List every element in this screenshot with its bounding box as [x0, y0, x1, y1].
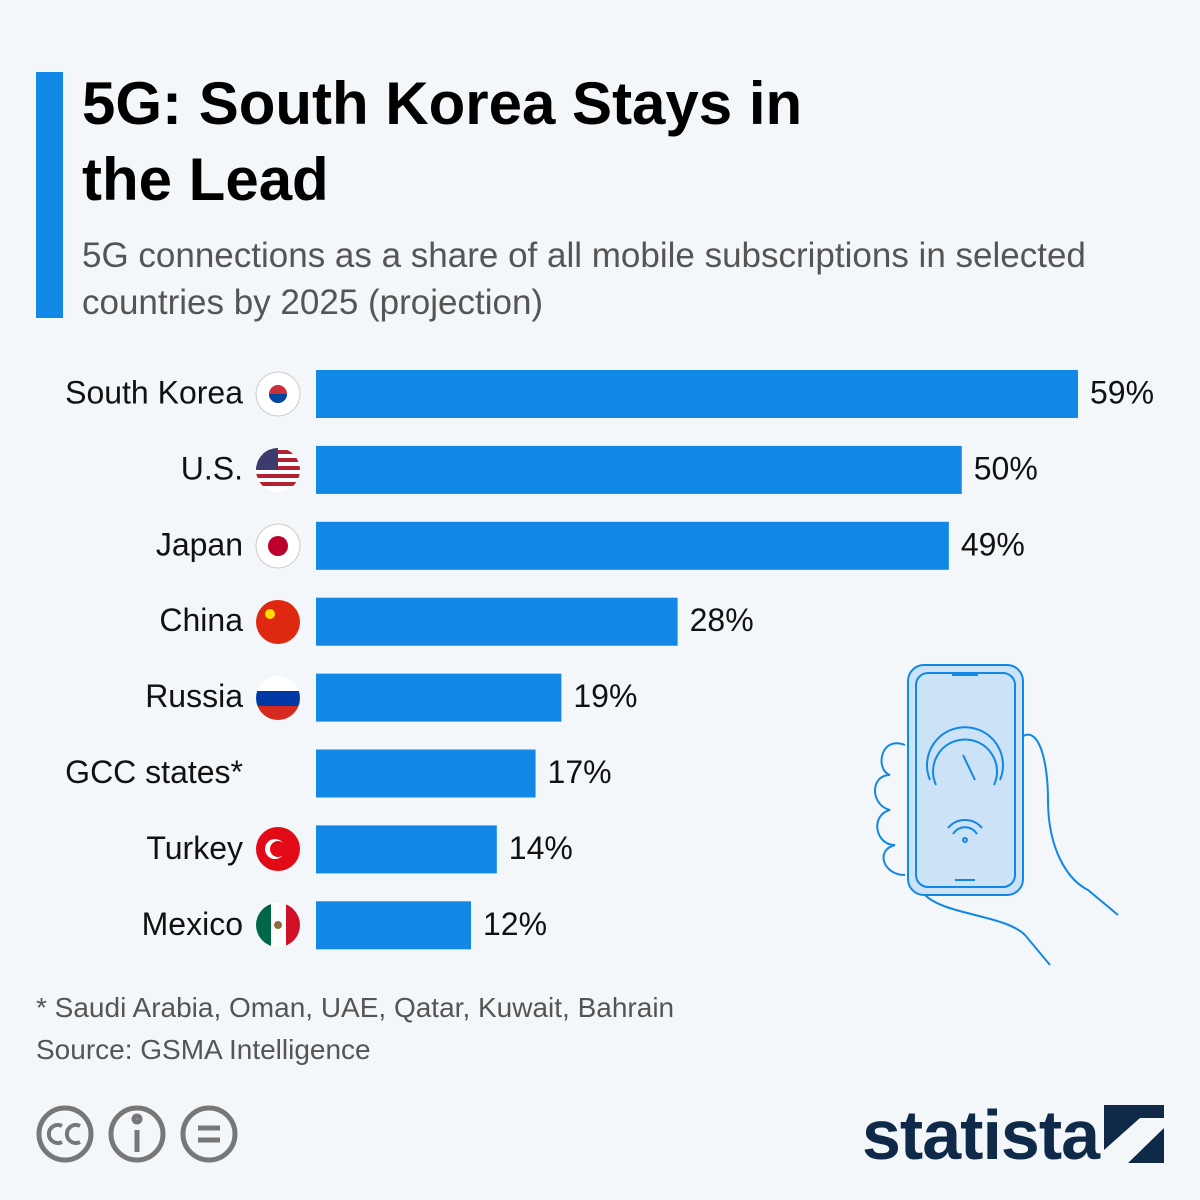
bar: [316, 445, 962, 494]
value-label: 49%: [961, 526, 1025, 562]
accent-bar: [36, 72, 63, 318]
bar: [316, 597, 678, 646]
chart-title: 5G: South Korea Stays in the Lead: [82, 70, 803, 213]
phone-illustration: [874, 664, 1119, 966]
value-label: 12%: [483, 906, 547, 942]
logo: statista: [862, 1096, 1100, 1174]
value-label: 59%: [1090, 374, 1154, 410]
value-label: 28%: [690, 602, 754, 638]
bar: [316, 825, 497, 874]
chart-subtitle: 5G connections as a share of all mobile …: [82, 236, 1086, 322]
value-label: 14%: [509, 830, 573, 866]
cc-icons: [36, 1105, 238, 1163]
bar: [316, 673, 562, 722]
category-label: U.S.: [181, 450, 243, 486]
bar: [316, 749, 536, 798]
footnote: * Saudi Arabia, Oman, UAE, Qatar, Kuwait…: [36, 992, 675, 1023]
category-label: China: [159, 602, 243, 638]
logo-mark: [1104, 1105, 1164, 1163]
category-label: Turkey: [146, 830, 243, 866]
category-label: Mexico: [142, 906, 243, 942]
bar: [316, 370, 1078, 418]
category-label: Russia: [145, 678, 243, 714]
category-label: Japan: [156, 526, 243, 562]
value-label: 19%: [573, 678, 637, 714]
value-label: 17%: [548, 754, 612, 790]
bar: [316, 901, 471, 950]
category-label: GCC states*: [65, 754, 243, 790]
bar: [316, 521, 949, 570]
source: Source: GSMA Intelligence: [36, 1034, 371, 1065]
value-label: 50%: [974, 450, 1038, 486]
flags: [255, 371, 301, 947]
category-label: South Korea: [65, 374, 243, 410]
